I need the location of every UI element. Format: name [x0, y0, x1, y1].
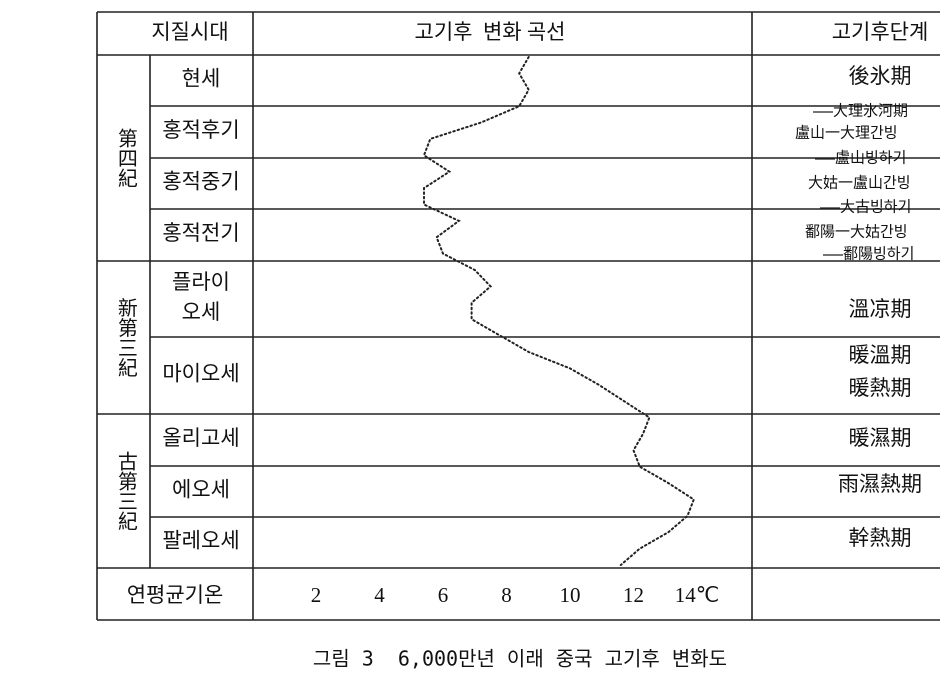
stage-label: 暖濕期 [849, 426, 912, 450]
x-tick-label: 12 [623, 583, 644, 607]
climate-curve [422, 56, 696, 566]
x-tick-label: 4 [374, 583, 385, 607]
epoch-label: 에오세 [172, 477, 230, 501]
epoch-label: 홍적전기 [162, 221, 239, 245]
header-curve: 고기후 변화 곡선 [415, 20, 566, 44]
stage-label: 大姑一盧山간빙 [808, 174, 911, 191]
epoch-label: 마이오세 [162, 361, 239, 385]
epoch-label: 홍적중기 [162, 169, 239, 193]
stage-label: 盧山빙하기 [835, 149, 906, 166]
stage-label: 暖溫期 [849, 343, 912, 367]
stage-label: 後氷期 [849, 64, 912, 88]
stage-label: 溫凉期 [849, 297, 912, 321]
caption: 그림 3 6,000만년 이래 중국 고기후 변화도 [313, 647, 727, 671]
table-frame [96, 11, 940, 621]
stage-label: 鄱陽一大姑간빙 [805, 223, 908, 240]
x-tick-label: 8 [501, 583, 512, 607]
x-tick-label: 14℃ [675, 583, 720, 607]
stage-label: 鄱陽빙하기 [843, 245, 914, 262]
epoch-label: 홍적후기 [162, 118, 239, 142]
footer-label: 연평균기온 [127, 583, 224, 607]
x-tick-label: 6 [438, 583, 449, 607]
stage-label: 大理氷河期 [833, 102, 908, 119]
epoch-label: 오세 [182, 300, 221, 324]
era-label: 古第三紀 [114, 451, 137, 531]
stage-label: 暖熱期 [849, 376, 912, 400]
stage-label: 大古빙하기 [840, 198, 911, 215]
x-tick-label: 2 [311, 583, 322, 607]
stage-label: 雨濕熱期 [838, 472, 922, 496]
header-era: 지질시대 [151, 20, 228, 44]
stage-label: 盧山一大理간빙 [795, 124, 898, 141]
epoch-label: 현세 [182, 66, 221, 90]
stage-label: 幹熱期 [849, 526, 912, 550]
era-label: 第四紀 [114, 128, 137, 188]
x-tick-label: 10 [560, 583, 581, 607]
era-label: 新第三紀 [114, 297, 137, 377]
epoch-label: 올리고세 [162, 426, 239, 450]
epoch-label: 팔레오세 [162, 528, 239, 552]
header-stage: 고기후단계 [832, 20, 929, 44]
epoch-label: 플라이 [172, 270, 230, 294]
